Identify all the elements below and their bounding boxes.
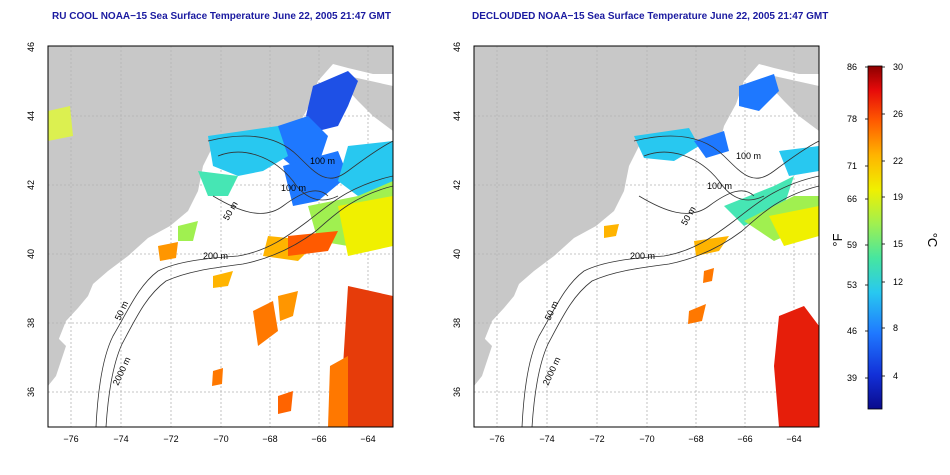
c-tick-label: 26 [893, 109, 903, 119]
f-tick-label: 59 [847, 240, 857, 250]
c-tick-label: 30 [893, 62, 903, 72]
x-tick-label: −64 [360, 434, 375, 444]
contour-label-200m: 200 m [630, 251, 655, 261]
f-tick-label: 66 [847, 194, 857, 204]
left-map: 100 m 100 m 50 m 200 m 50 m 2000 m −76 −… [26, 42, 394, 444]
colorbar-unit-c: °C [925, 233, 940, 248]
c-tick-label: 12 [893, 277, 903, 287]
x-tick-label: −72 [163, 434, 178, 444]
y-tick-label: 44 [26, 111, 36, 121]
contour-label-200m: 200 m [203, 251, 228, 261]
land-nova-scotia [346, 76, 393, 131]
colorbar-f-ticks: 86 78 71 66 59 53 46 39 [847, 62, 857, 383]
f-tick-label: 53 [847, 280, 857, 290]
x-tick-label: −66 [737, 434, 752, 444]
y-tick-label: 46 [452, 42, 462, 52]
y-tick-label: 46 [26, 42, 36, 52]
y-tick-label: 36 [452, 387, 462, 397]
x-tick-label: −76 [63, 434, 78, 444]
sst-patches [604, 74, 819, 427]
c-tick-label: 22 [893, 156, 903, 166]
sst-patches [48, 71, 393, 427]
y-tick-label: 40 [452, 249, 462, 259]
x-tick-label: −74 [113, 434, 128, 444]
map-frame [473, 45, 820, 428]
y-axis: 46 44 42 40 38 36 [452, 42, 462, 397]
x-tick-label: −68 [262, 434, 277, 444]
contour-label-100m-b: 100 m [707, 181, 732, 191]
c-tick-label: 19 [893, 192, 903, 202]
f-tick-label: 86 [847, 62, 857, 72]
y-tick-label: 44 [452, 111, 462, 121]
y-tick-label: 38 [26, 318, 36, 328]
map-frame [47, 45, 394, 428]
y-tick-label: 42 [26, 180, 36, 190]
contour-label-100m-a: 100 m [310, 156, 335, 166]
colorbar-c-ticks: 30 26 22 19 15 12 8 4 [893, 62, 903, 381]
x-tick-label: −76 [489, 434, 504, 444]
bathymetry-contours [95, 135, 393, 427]
colorbar: 86 78 71 66 59 53 46 39 30 26 22 19 15 1… [830, 62, 940, 410]
contour-label-100m-a: 100 m [736, 151, 761, 161]
x-tick-label: −66 [311, 434, 326, 444]
right-map-title: DECLOUDED NOAA−15 Sea Surface Temperatur… [472, 11, 829, 22]
land-mass [48, 46, 393, 356]
c-tick-label: 4 [893, 371, 898, 381]
x-tick-label: −74 [539, 434, 554, 444]
colorbar-unit-f: °F [830, 233, 845, 246]
f-tick-label: 46 [847, 326, 857, 336]
left-map-title: RU COOL NOAA−15 Sea Surface Temperature … [52, 11, 391, 22]
x-tick-label: −70 [639, 434, 654, 444]
colorbar-f-tickmarks [865, 66, 885, 379]
y-tick-label: 38 [452, 318, 462, 328]
bathymetry-contours [521, 135, 820, 428]
land-nova-scotia [772, 76, 819, 131]
contour-label-100m-b: 100 m [281, 183, 306, 193]
c-tick-label: 8 [893, 323, 898, 333]
c-tick-label: 15 [893, 239, 903, 249]
y-axis: 46 44 42 40 38 36 [26, 42, 36, 397]
y-tick-label: 42 [452, 180, 462, 190]
y-tick-label: 36 [26, 387, 36, 397]
land-coast-detail [48, 338, 66, 386]
f-tick-label: 78 [847, 114, 857, 124]
right-map: 100 m 100 m 50 m 200 m 50 m 2000 m −76 −… [452, 42, 820, 444]
x-tick-label: −64 [786, 434, 801, 444]
land-coast-detail [474, 338, 492, 386]
x-axis: −76 −74 −72 −70 −68 −66 −64 [63, 434, 375, 444]
land-mass [474, 46, 819, 356]
x-axis: −76 −74 −72 −70 −68 −66 −64 [489, 434, 801, 444]
y-tick-label: 40 [26, 249, 36, 259]
x-tick-label: −70 [213, 434, 228, 444]
x-tick-label: −68 [688, 434, 703, 444]
f-tick-label: 71 [847, 161, 857, 171]
x-tick-label: −72 [589, 434, 604, 444]
colorbar-gradient [867, 65, 883, 410]
f-tick-label: 39 [847, 373, 857, 383]
